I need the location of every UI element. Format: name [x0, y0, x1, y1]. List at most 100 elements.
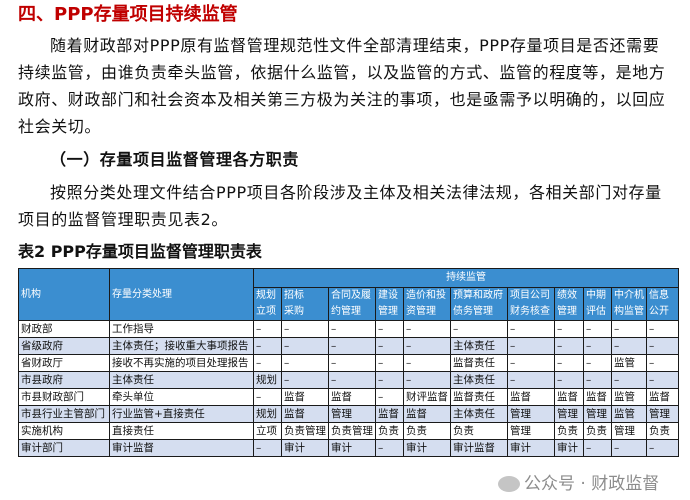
header-subcol: 招标 采购 — [281, 287, 329, 321]
table-cell: – — [253, 337, 282, 355]
table-cell: 负责管理 — [328, 422, 376, 440]
table-cell: 主体责任 — [450, 371, 508, 389]
table-cell: – — [645, 337, 680, 355]
table-cell: – — [645, 320, 680, 338]
table-cell: 审计监督 — [450, 439, 508, 457]
table-cell: – — [507, 354, 555, 372]
header-subcol-line: 债务管理 — [453, 306, 493, 317]
table-cell: – — [583, 371, 612, 389]
wechat-icon — [498, 476, 520, 492]
table-cell: – — [403, 354, 451, 372]
table-cell: – — [403, 320, 451, 338]
table-cell: 市县政府 — [18, 371, 110, 389]
table-cell: – — [450, 320, 508, 338]
table-cell: 管理 — [328, 405, 376, 423]
header-subcol: 中期 评估 — [583, 287, 612, 321]
header-group-continuous-supervision: 持续监管 — [252, 268, 680, 288]
table-cell: – — [375, 320, 404, 338]
table-cell: 管理 — [611, 422, 647, 440]
header-subcol-line: 采购 — [284, 306, 304, 317]
subheading: （一）存量项目监督管理各方职责 — [50, 150, 300, 169]
table-cell: 监管 — [611, 405, 647, 423]
table-cell: 工作指导 — [109, 320, 254, 338]
table-cell: – — [281, 371, 329, 389]
table-cell: 管理 — [554, 405, 584, 423]
table-row: 市县财政部门 牵头单位 – 监督 监督 – 财评监督 监督责任 监督 监督 监督 监管 监督 — [18, 388, 680, 406]
header-subcol-line: 合同及履 — [331, 290, 371, 301]
table-row: 省财政厅 接收不再实施的项目处理报告 – – – – – 监督责任 – – – 监管 – — [18, 354, 680, 372]
table-cell: 负责 — [450, 422, 508, 440]
table-cell: – — [253, 439, 282, 457]
table-cell: – — [554, 320, 584, 338]
table-cell: – — [328, 371, 376, 389]
table-cell: – — [375, 388, 404, 406]
table-cell: – — [253, 388, 282, 406]
table-cell: – — [507, 337, 555, 355]
table-cell: – — [253, 320, 282, 338]
table-cell: 监督 — [403, 405, 451, 423]
table-cell: 负责 — [645, 422, 680, 440]
header-subcol-line: 财务核查 — [510, 306, 550, 317]
table-cell: 直接责任 — [109, 422, 254, 440]
table-cell: – — [403, 371, 451, 389]
table-cell: – — [645, 371, 680, 389]
table-cell: 主体责任 — [109, 371, 254, 389]
table-cell: – — [328, 337, 376, 355]
header-subcol-line: 招标 — [284, 290, 304, 301]
table-cell: – — [554, 354, 584, 372]
table-cell: 规划 — [253, 405, 282, 423]
table-cell: 审计 — [507, 439, 555, 457]
table-cell: – — [611, 337, 647, 355]
table-row: 审计部门 审计监督 – 审计 审计 – 审计 审计监督 审计 审计 – – – — [18, 439, 680, 457]
header-subcol: 绩效 管理 — [554, 287, 584, 321]
table-cell: 负责 — [583, 422, 612, 440]
table-cell: – — [583, 320, 612, 338]
table-cell: – — [253, 354, 282, 372]
table-cell: – — [507, 371, 555, 389]
table-cell: 监督 — [281, 405, 329, 423]
table-cell: 审计监督 — [109, 439, 254, 457]
table-cell: – — [645, 439, 680, 457]
header-subcol-line: 立项 — [256, 306, 276, 317]
header-subcol-line: 预算和政府 — [453, 290, 503, 301]
table-row: 市县行业主管部门 行业监管+直接责任 规划 监督 管理 监督 监督 主体责任 管理 管理 管理 监管管… — [18, 405, 680, 423]
header-subcol-line: 信息 — [649, 290, 669, 301]
header-subcol-line: 项目公司 — [510, 290, 550, 301]
header-subcol: 建设 管理 — [375, 287, 404, 321]
responsibility-table: 机构 存量分类处理 持续监管 规划 立项 招标 采购 合同及履 约管理 建设 管理 造价和投 资管… — [18, 268, 680, 457]
table-cell: 主体责任 — [450, 405, 508, 423]
table-cell: – — [554, 337, 584, 355]
table-cell: 监督 — [554, 388, 584, 406]
table-cell: 省财政厅 — [18, 354, 110, 372]
table-cell: – — [611, 371, 647, 389]
table-cell: 监管 — [611, 354, 647, 372]
table-cell: 行业监管+直接责任 — [109, 405, 254, 423]
header-subcol-line: 资管理 — [406, 306, 436, 317]
header-subcol-line: 评估 — [586, 306, 606, 317]
header-subcol-line: 绩效 — [557, 290, 577, 301]
table-cell: – — [583, 439, 612, 457]
paragraph-line: 社会关切。 — [18, 117, 102, 136]
table-cell: – — [375, 354, 404, 372]
table-cell: – — [645, 354, 680, 372]
table-cell: 财评监督 — [403, 388, 451, 406]
table-cell: – — [507, 320, 555, 338]
watermark: 公众号 · 财政监督 — [498, 474, 659, 494]
table-cell: 主体责任；接收重大事项报告 — [109, 337, 254, 355]
header-classification: 存量分类处理 — [109, 268, 254, 321]
table-cell: 监督 — [507, 388, 555, 406]
table-cell: 监督 — [583, 388, 612, 406]
table-row: 市县政府 主体责任 规划 – – – – 主体责任 – – – – – — [18, 371, 680, 389]
table-cell: – — [375, 439, 404, 457]
paragraph-line: 项目的监督管理职责见表2。 — [18, 210, 228, 229]
table-cell: 规划 — [253, 371, 282, 389]
header-subcol: 合同及履 约管理 — [328, 287, 376, 321]
table-cell: 负责 — [554, 422, 584, 440]
table-cell: 监督责任 — [450, 354, 508, 372]
table-cell: 监督 — [328, 388, 376, 406]
table-cell: 审计部门 — [18, 439, 110, 457]
table-cell: – — [583, 354, 612, 372]
header-subcol: 项目公司 财务核查 — [507, 287, 555, 321]
table-cell: – — [328, 354, 376, 372]
section-heading: 四、PPP存量项目持续监管 — [18, 4, 238, 25]
